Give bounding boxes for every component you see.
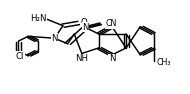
Text: O: O <box>80 18 87 27</box>
Text: N: N <box>109 54 115 63</box>
Text: CH₃: CH₃ <box>156 58 171 67</box>
Text: Cl: Cl <box>16 52 24 61</box>
Text: N: N <box>51 34 58 42</box>
Text: NH: NH <box>75 54 88 63</box>
Text: N: N <box>82 23 89 32</box>
Text: CN: CN <box>105 19 117 28</box>
Text: H₂N: H₂N <box>30 14 47 23</box>
